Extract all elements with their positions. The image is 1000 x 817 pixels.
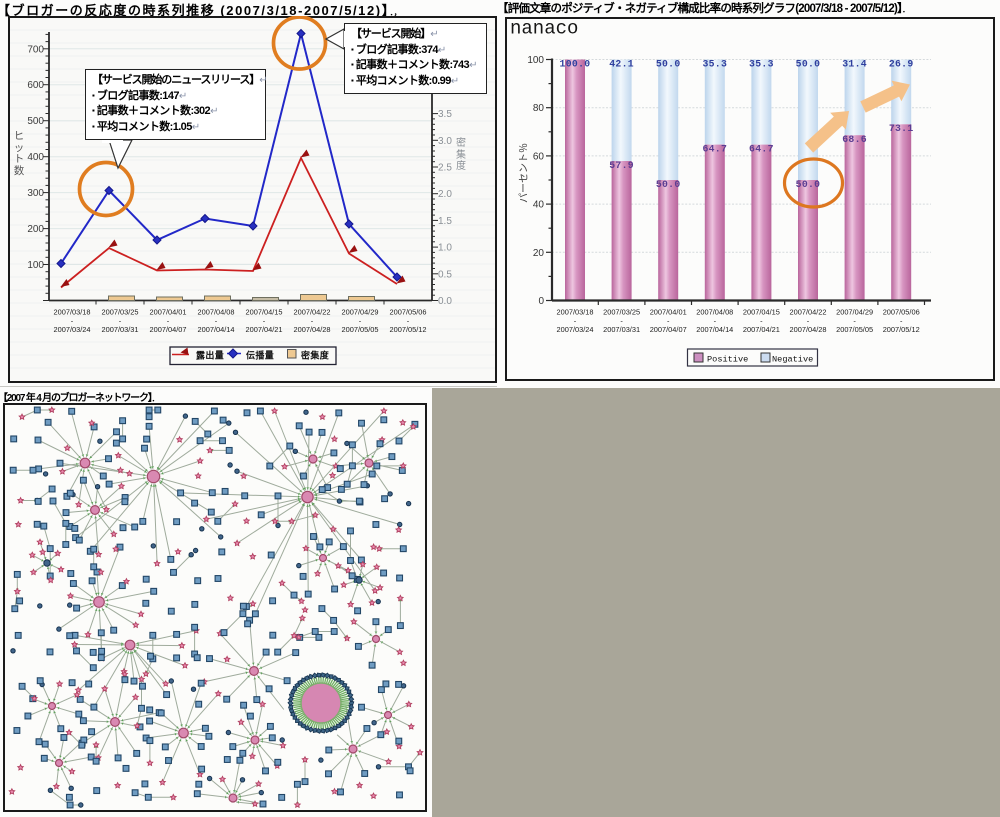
svg-text:2007/04/01: 2007/04/01	[150, 308, 187, 317]
svg-text:35.3: 35.3	[702, 59, 727, 70]
svg-text:64.7: 64.7	[749, 143, 774, 154]
svg-text:密集度: 密集度	[300, 350, 330, 361]
svg-text:31.4: 31.4	[842, 59, 867, 70]
svg-text:-: -	[714, 317, 717, 326]
svg-text:40: 40	[533, 200, 545, 211]
svg-text:2007/05/12: 2007/05/12	[390, 325, 427, 334]
svg-text:2007/04/14: 2007/04/14	[198, 325, 235, 334]
svg-text:2007/05/05: 2007/05/05	[836, 325, 873, 334]
svg-text:2007/04/15: 2007/04/15	[743, 308, 780, 317]
svg-text:0: 0	[538, 296, 544, 307]
svg-text:2007/05/06: 2007/05/06	[883, 308, 920, 317]
svg-text:500: 500	[27, 116, 44, 127]
svg-text:2007/05/05: 2007/05/05	[342, 325, 379, 334]
svg-text:600: 600	[27, 80, 44, 91]
svg-text:2007/04/28: 2007/04/28	[790, 325, 827, 334]
svg-text:2007/04/22: 2007/04/22	[294, 308, 331, 317]
svg-text:68.6: 68.6	[842, 134, 867, 145]
svg-text:2007/04/28: 2007/04/28	[294, 325, 331, 334]
svg-text:0.0: 0.0	[438, 296, 452, 307]
svg-text:2007/04/21: 2007/04/21	[246, 325, 283, 334]
svg-text:2007/03/31: 2007/03/31	[102, 325, 139, 334]
svg-text:-: -	[311, 317, 314, 326]
svg-text:2007/04/01: 2007/04/01	[650, 308, 687, 317]
svg-text:-: -	[760, 317, 763, 326]
svg-text:-: -	[167, 317, 170, 326]
svg-text:Positive: Positive	[707, 355, 748, 365]
svg-text:2.5: 2.5	[438, 163, 452, 174]
svg-text:2007/04/21: 2007/04/21	[743, 325, 780, 334]
svg-text:2007/04/08: 2007/04/08	[198, 308, 235, 317]
svg-text:2007/03/25: 2007/03/25	[603, 308, 640, 317]
svg-text:2007/03/31: 2007/03/31	[603, 325, 640, 334]
svg-text:50.0: 50.0	[656, 179, 681, 190]
svg-text:400: 400	[27, 152, 44, 163]
svg-text:Negative: Negative	[772, 355, 813, 365]
svg-text:-: -	[407, 317, 410, 326]
svg-text:0.5: 0.5	[438, 269, 452, 280]
svg-text:-: -	[853, 317, 856, 326]
svg-text:200: 200	[27, 224, 44, 235]
svg-text:3.5: 3.5	[438, 109, 452, 120]
svg-text:50.0: 50.0	[656, 59, 681, 70]
svg-text:50.0: 50.0	[796, 59, 821, 70]
svg-text:nanaco: nanaco	[510, 18, 578, 40]
svg-text:2007/03/24: 2007/03/24	[557, 325, 594, 334]
svg-text:2007/05/06: 2007/05/06	[390, 308, 427, 317]
svg-text:100: 100	[27, 260, 44, 271]
svg-text:80: 80	[533, 103, 545, 114]
svg-text:1.0: 1.0	[438, 243, 452, 254]
svg-text:57.9: 57.9	[609, 160, 634, 171]
svg-text:700: 700	[27, 44, 44, 55]
svg-text:2007/04/08: 2007/04/08	[696, 308, 733, 317]
svg-text:2007/04/29: 2007/04/29	[342, 308, 379, 317]
svg-text:64.7: 64.7	[702, 143, 727, 154]
svg-text:2007/04/22: 2007/04/22	[790, 308, 827, 317]
svg-text:2007/04/29: 2007/04/29	[836, 308, 873, 317]
svg-text:-: -	[574, 317, 577, 326]
svg-text:パーセント％: パーセント％	[518, 143, 530, 203]
svg-text:2007/04/07: 2007/04/07	[150, 325, 187, 334]
svg-text:26.9: 26.9	[889, 59, 914, 70]
svg-text:2007/05/12: 2007/05/12	[883, 325, 920, 334]
svg-text:2007/04/07: 2007/04/07	[650, 325, 687, 334]
svg-text:50.0: 50.0	[796, 179, 821, 190]
svg-text:2007/04/14: 2007/04/14	[696, 325, 733, 334]
svg-text:100.0: 100.0	[560, 59, 591, 70]
svg-text:-: -	[119, 317, 122, 326]
svg-text:-: -	[359, 317, 362, 326]
svg-text:露出量: 露出量	[196, 350, 224, 361]
svg-text:300: 300	[27, 188, 44, 199]
svg-text:-: -	[215, 317, 218, 326]
svg-text:60: 60	[533, 151, 545, 162]
svg-text:1.5: 1.5	[438, 216, 452, 227]
svg-text:-: -	[71, 317, 74, 326]
svg-text:-: -	[667, 317, 670, 326]
svg-text:2.0: 2.0	[438, 189, 452, 200]
svg-text:-: -	[900, 317, 903, 326]
svg-text:-: -	[807, 317, 810, 326]
svg-text:3.0: 3.0	[438, 136, 452, 147]
svg-text:20: 20	[533, 248, 545, 259]
svg-text:42.1: 42.1	[609, 59, 634, 70]
svg-text:-: -	[263, 317, 266, 326]
svg-text:100: 100	[527, 55, 544, 66]
svg-text:35.3: 35.3	[749, 59, 774, 70]
svg-text:-: -	[620, 317, 623, 326]
svg-text:2007/03/25: 2007/03/25	[102, 308, 139, 317]
svg-text:2007/04/15: 2007/04/15	[246, 308, 283, 317]
svg-text:2007/03/18: 2007/03/18	[557, 308, 594, 317]
svg-text:2007/03/24: 2007/03/24	[54, 325, 91, 334]
svg-text:73.1: 73.1	[889, 123, 914, 134]
svg-text:伝播量: 伝播量	[246, 350, 274, 361]
svg-text:2007/03/18: 2007/03/18	[54, 308, 91, 317]
